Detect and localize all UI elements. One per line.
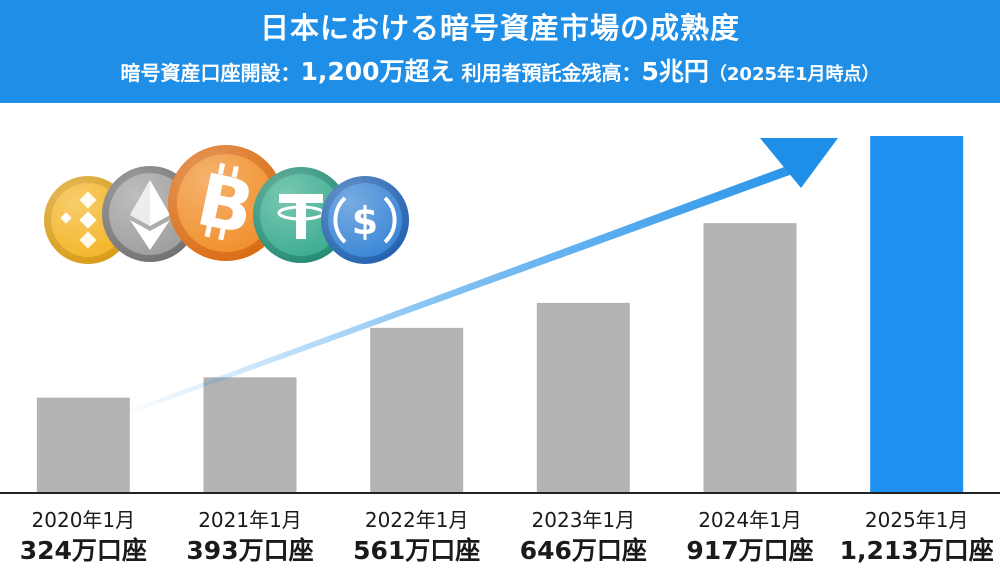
data-label: 393万口座 (186, 536, 313, 565)
growth-arrow (116, 138, 838, 419)
bar-3 (370, 327, 464, 493)
data-label: 917万口座 (686, 536, 813, 565)
deposits-value: 5兆円 (641, 57, 709, 86)
data-label: 646万口座 (520, 536, 647, 565)
bars (36, 136, 964, 493)
x-tick-label: 2021年1月 (198, 508, 302, 532)
chart-subtitle: 暗号資産口座開設：1,200万超え 利用者預託金残高：5兆円（2025年1月時点… (0, 58, 1000, 89)
x-tick-label: 2025年1月 (865, 508, 969, 532)
deposits-label: 利用者預託金残高： (461, 61, 642, 85)
header-banner: 日本における暗号資産市場の成熟度 暗号資産口座開設：1,200万超え 利用者預託… (0, 0, 1000, 103)
x-axis-labels: 2020年1月 324万口座 2021年1月 393万口座 2022年1月 561万口座 2… (20, 508, 994, 565)
chart-title: 日本における暗号資産市場の成熟度 (259, 11, 740, 45)
usd-coin-icon: $ (321, 176, 409, 264)
bar-5 (703, 223, 797, 493)
x-tick-label: 2020年1月 (32, 508, 136, 532)
bitcoin-icon: B (168, 145, 284, 261)
x-tick-label: 2023年1月 (532, 508, 636, 532)
x-tick-label: 2024年1月 (698, 508, 802, 532)
bar-2 (203, 377, 297, 493)
accounts-value: 1,200万超え (300, 57, 455, 86)
accounts-label: 暗号資産口座開設： (120, 61, 301, 85)
x-tick-label: 2022年1月 (365, 508, 469, 532)
as-of-date: （2025年1月時点） (708, 64, 880, 85)
bar-4 (536, 302, 630, 493)
data-label: 1,213万口座 (840, 536, 994, 565)
data-label: 561万口座 (353, 536, 480, 565)
data-label: 324万口座 (20, 536, 147, 565)
tether-icon (253, 167, 349, 263)
bar-1 (36, 397, 130, 493)
bar-6 (870, 136, 964, 493)
